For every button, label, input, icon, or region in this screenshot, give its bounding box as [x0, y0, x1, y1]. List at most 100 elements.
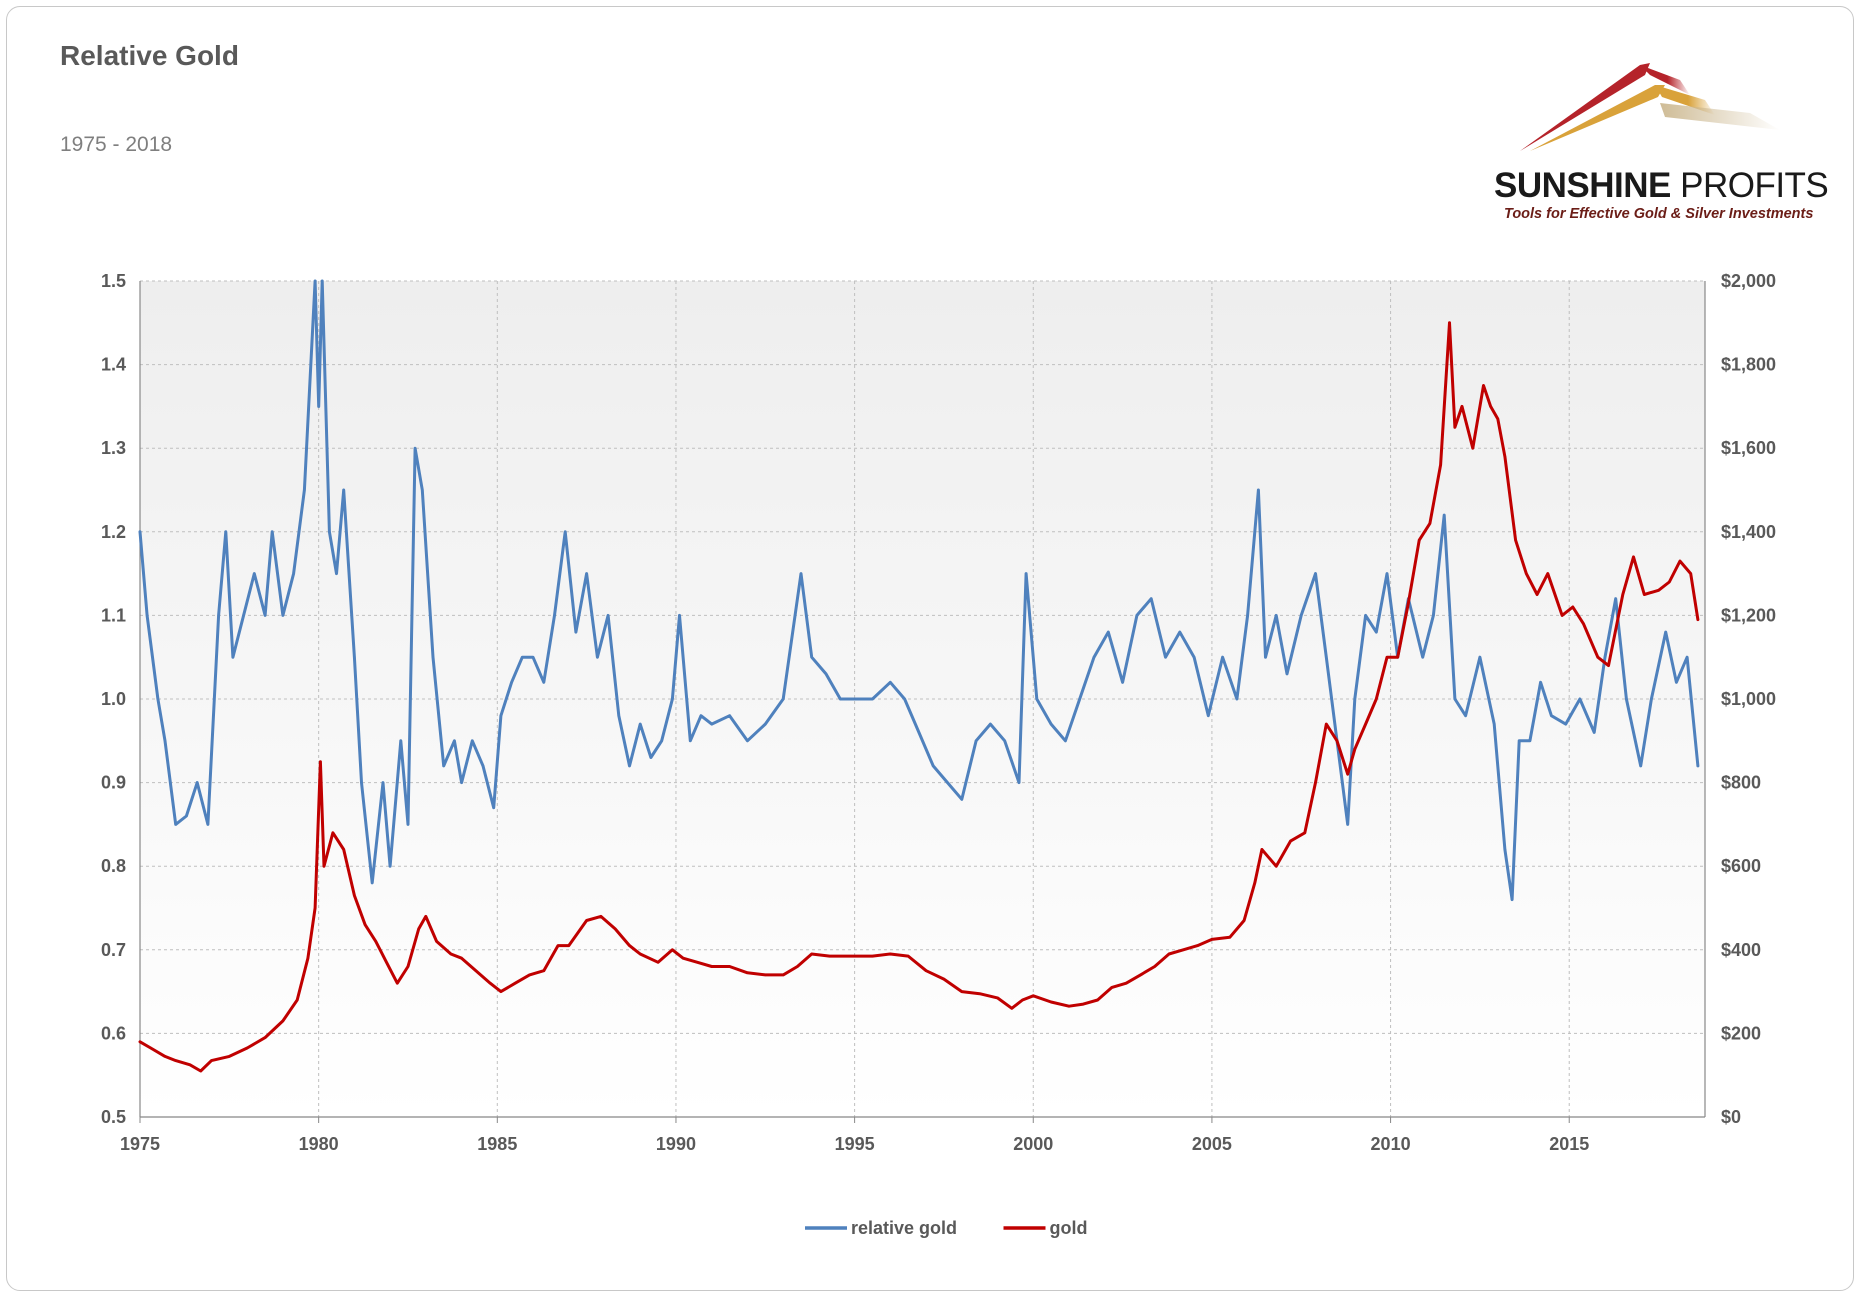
data-point-gold	[871, 954, 874, 958]
data-point-gold	[149, 1046, 152, 1050]
y-right-tick-label: $1,200	[1721, 605, 1776, 625]
data-point-relative-gold	[839, 697, 842, 701]
data-point-gold	[671, 948, 674, 951]
data-point-gold	[1303, 831, 1307, 834]
data-point-relative-gold	[263, 614, 267, 617]
data-point-gold	[1096, 998, 1099, 1002]
data-point-relative-gold	[1121, 681, 1124, 684]
data-point-relative-gold	[381, 781, 385, 784]
data-point-relative-gold	[606, 614, 610, 617]
data-point-gold	[210, 1059, 213, 1062]
data-point-gold	[246, 1046, 249, 1050]
data-point-gold	[681, 957, 685, 960]
y-left-tick-label: 1.4	[101, 355, 126, 375]
data-point-relative-gold	[174, 823, 177, 826]
data-point-gold	[449, 952, 453, 956]
data-point-relative-gold	[317, 405, 320, 408]
y-right-tick-label: $800	[1721, 773, 1761, 793]
data-point-gold	[556, 944, 560, 947]
data-point-relative-gold	[1107, 630, 1110, 634]
data-point-relative-gold	[628, 764, 631, 768]
data-point-relative-gold	[292, 572, 295, 575]
data-point-relative-gold	[853, 697, 856, 701]
y-left-tick-label: 1.2	[101, 522, 126, 542]
data-point-gold	[728, 965, 731, 968]
data-point-relative-gold	[1385, 572, 1389, 575]
chart-subtitle: 1975 - 2018	[60, 133, 173, 156]
data-point-relative-gold	[1221, 656, 1224, 659]
data-point-gold	[996, 996, 999, 1000]
data-point-gold	[313, 906, 317, 910]
data-point-gold	[1514, 539, 1517, 542]
data-point-relative-gold	[1432, 614, 1435, 617]
y-left-tick-label: 0.5	[101, 1107, 126, 1127]
data-point-relative-gold	[1164, 656, 1167, 659]
data-point-relative-gold	[1614, 597, 1617, 600]
data-point-relative-gold	[574, 630, 578, 634]
data-point-relative-gold	[1364, 614, 1367, 617]
data-point-relative-gold	[231, 656, 235, 659]
data-point-relative-gold	[1510, 898, 1514, 901]
y-left-tick-label: 1.5	[101, 271, 126, 291]
data-point-gold	[585, 919, 588, 922]
data-point-gold	[385, 961, 388, 964]
data-point-gold	[188, 1063, 192, 1067]
data-point-relative-gold	[471, 739, 474, 742]
data-point-relative-gold	[1325, 656, 1328, 659]
data-point-relative-gold	[1518, 739, 1521, 742]
data-point-gold	[1346, 773, 1349, 776]
y-left-tick-label: 0.7	[101, 940, 126, 960]
y-right-tick-label: $0	[1721, 1107, 1741, 1127]
data-point-relative-gold	[499, 714, 503, 717]
data-point-gold	[1032, 994, 1035, 997]
data-point-relative-gold	[1314, 572, 1317, 575]
data-point-relative-gold	[649, 756, 653, 759]
y-left-tick-label: 0.6	[101, 1023, 126, 1043]
data-point-gold	[1621, 593, 1625, 596]
data-point-gold	[138, 1040, 142, 1044]
data-point-relative-gold	[989, 722, 992, 726]
data-point-gold	[1571, 605, 1575, 609]
data-point-relative-gold	[460, 781, 463, 784]
data-point-relative-gold	[564, 530, 567, 533]
data-point-relative-gold	[1049, 722, 1053, 726]
x-tick-label: 2000	[1013, 1134, 1053, 1154]
data-point-relative-gold	[689, 739, 692, 742]
data-point-gold	[331, 831, 335, 834]
data-point-gold	[1546, 572, 1550, 575]
data-point-relative-gold	[406, 823, 410, 826]
data-point-relative-gold	[746, 739, 749, 742]
data-point-gold	[417, 927, 420, 931]
legend: relative gold gold	[805, 1218, 1088, 1238]
data-point-relative-gold	[1192, 656, 1196, 659]
series-line-relative-gold	[138, 279, 1700, 902]
y-right-tick-label: $400	[1721, 940, 1761, 960]
data-point-relative-gold	[1353, 697, 1357, 701]
data-point-gold	[435, 940, 438, 943]
data-point-relative-gold	[1246, 614, 1249, 617]
x-tick-label: 1995	[835, 1134, 875, 1154]
y-left-tick-label: 1.3	[101, 438, 126, 458]
data-point-gold	[1364, 722, 1367, 726]
data-point-relative-gold	[678, 614, 681, 617]
x-tick-label: 2010	[1371, 1134, 1411, 1154]
data-point-relative-gold	[1478, 656, 1482, 659]
data-point-relative-gold	[1285, 672, 1289, 676]
data-point-relative-gold	[431, 656, 435, 659]
data-point-relative-gold	[1503, 848, 1507, 851]
data-point-relative-gold	[206, 823, 210, 826]
data-point-relative-gold	[1207, 714, 1210, 717]
data-point-gold	[1668, 580, 1671, 584]
data-point-relative-gold	[1453, 697, 1457, 701]
data-point-relative-gold	[1464, 714, 1467, 717]
data-point-relative-gold	[974, 739, 978, 742]
data-point-relative-gold	[1493, 722, 1496, 726]
data-point-gold	[1607, 664, 1610, 667]
data-point-gold	[1021, 998, 1024, 1002]
data-point-relative-gold	[156, 697, 160, 701]
data-point-gold	[1418, 539, 1421, 542]
data-point-gold	[1253, 881, 1257, 885]
data-point-relative-gold	[728, 714, 731, 717]
logo-brand-text: SUNSHINE PROFITS	[1494, 166, 1829, 205]
data-point-relative-gold	[671, 697, 674, 701]
